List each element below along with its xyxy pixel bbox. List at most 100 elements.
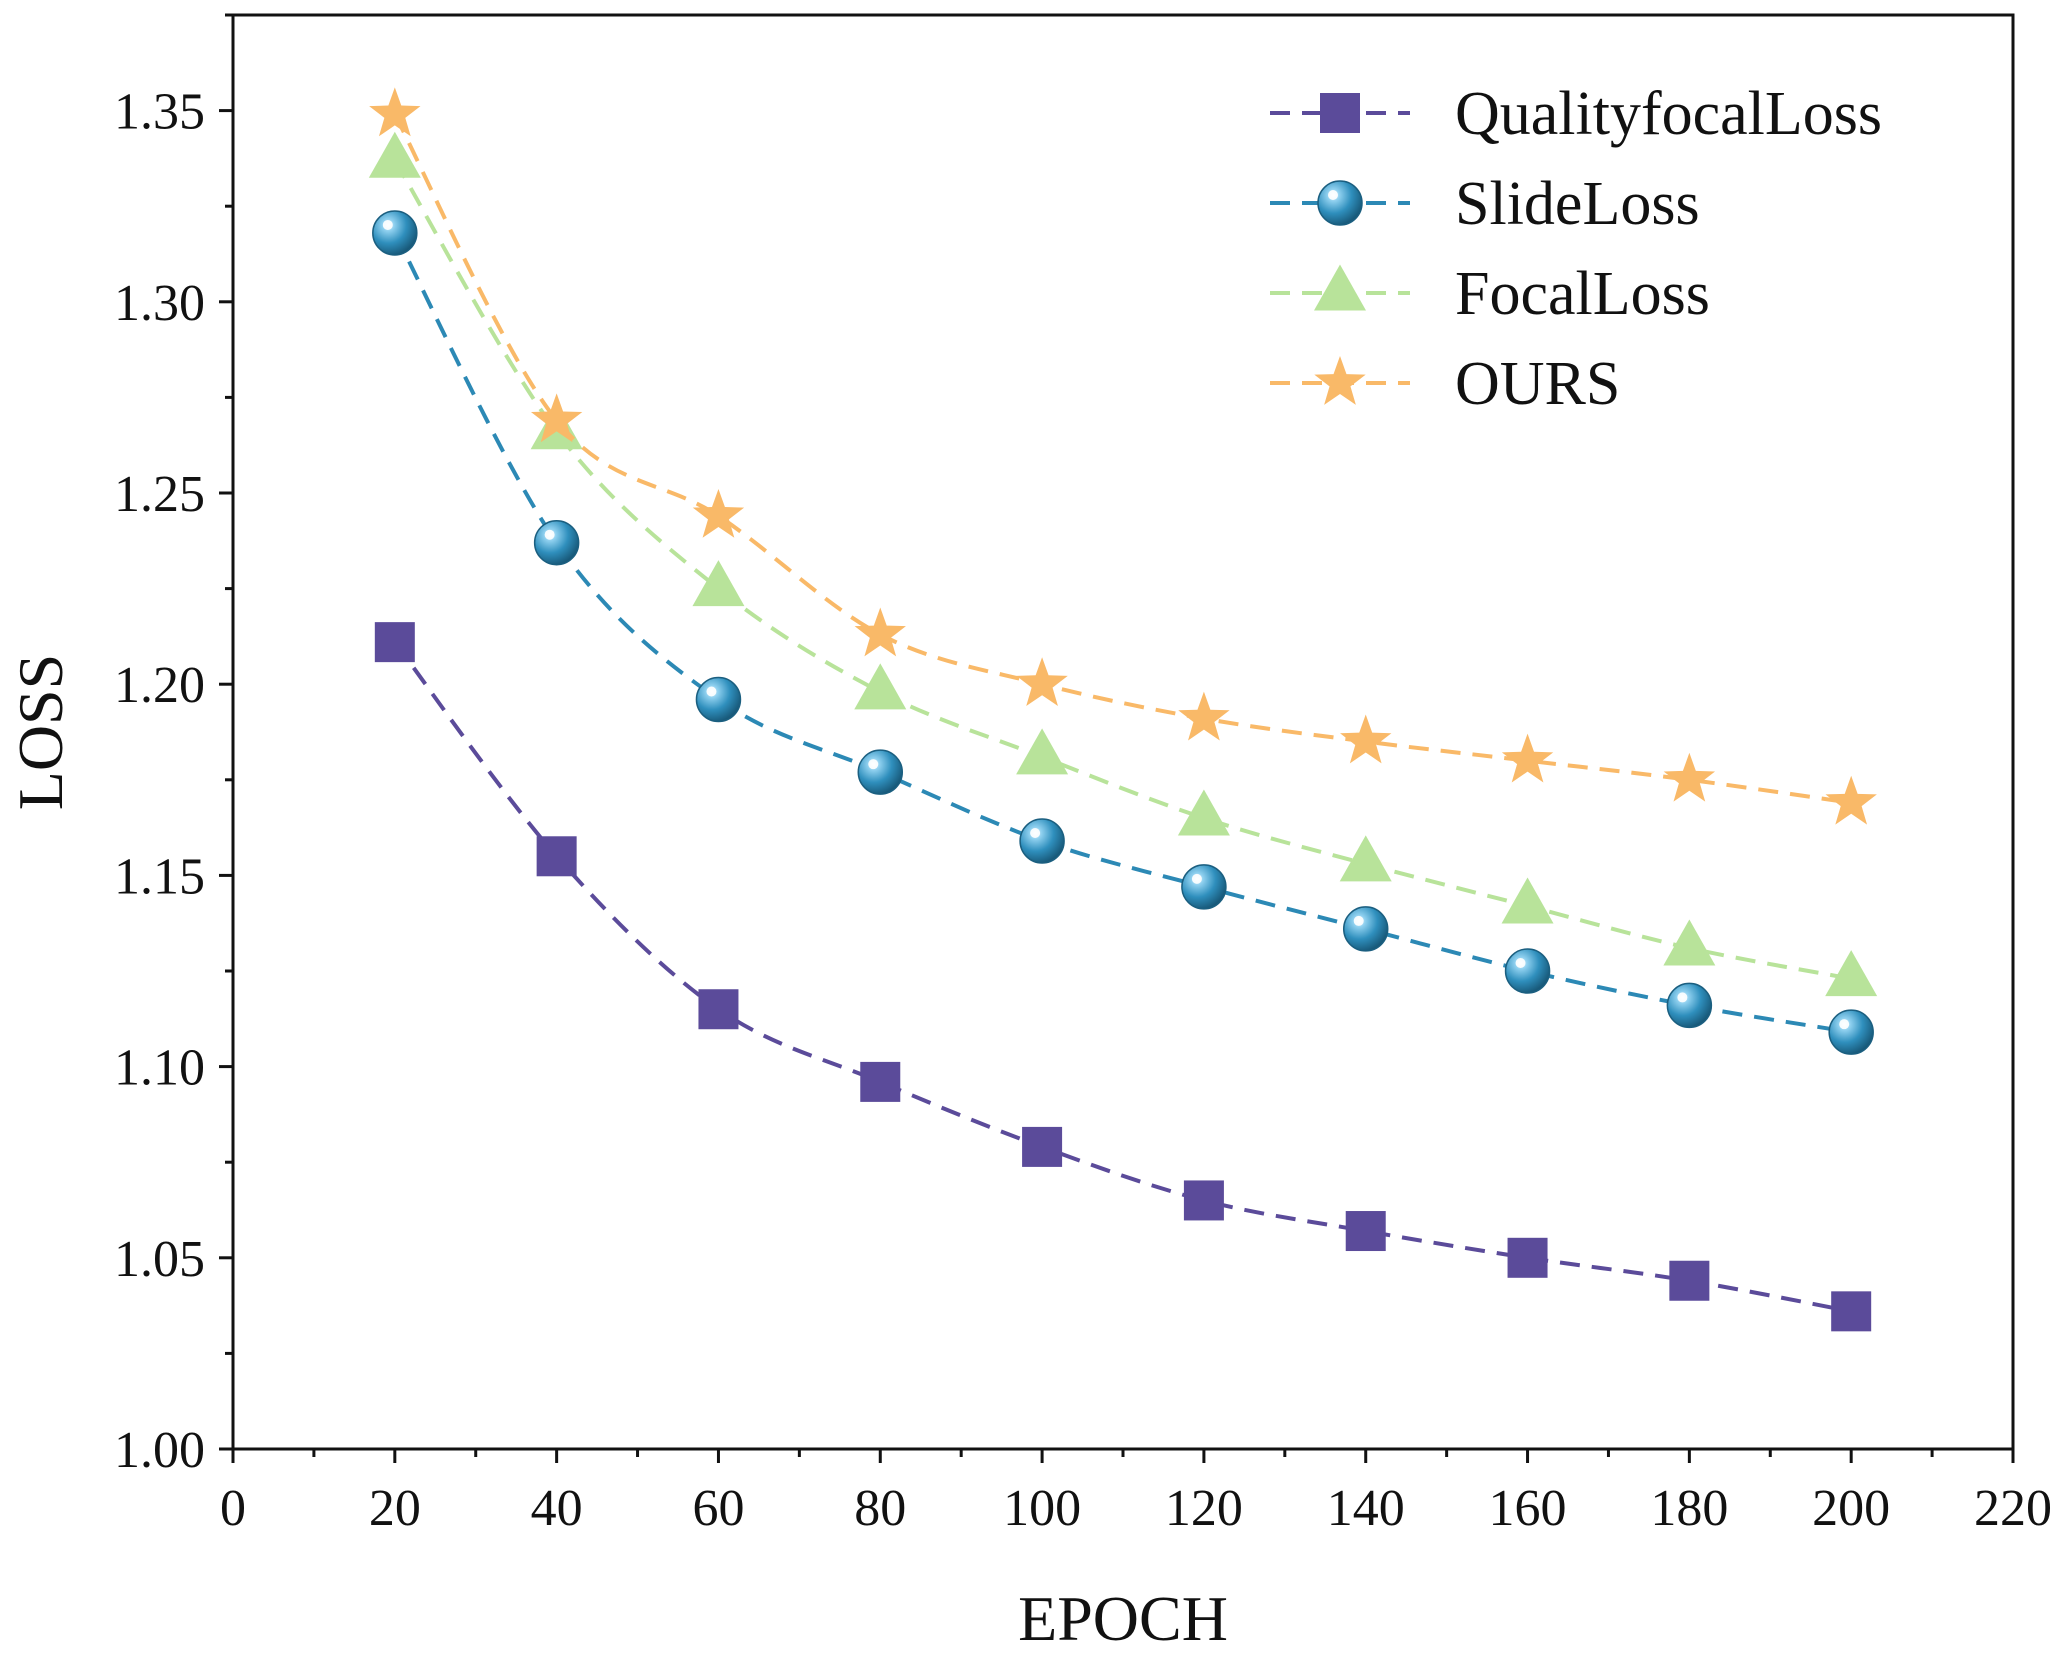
data-point-slideloss [695, 676, 742, 723]
data-point-ours [1501, 733, 1554, 783]
series-qualityfocalloss [374, 622, 1872, 1332]
legend-marker [1317, 180, 1363, 226]
data-point-ours [1663, 752, 1716, 802]
data-point-focalloss [1177, 789, 1230, 836]
y-tick-label: 1.00 [114, 1422, 205, 1479]
data-point-slideloss-highlight [706, 686, 717, 697]
legend-label: OURS [1455, 350, 1620, 418]
data-point-slideloss [533, 519, 580, 566]
data-point-slideloss [1019, 818, 1065, 864]
x-tick-label: 120 [1165, 1480, 1243, 1537]
data-point-qualityfocalloss [374, 622, 415, 663]
data-point-qualityfocalloss [1345, 1211, 1386, 1252]
data-point-focalloss [368, 131, 421, 178]
data-point-qualityfocalloss [1507, 1237, 1548, 1278]
data-point-slideloss-highlight [868, 759, 879, 770]
legend-marker [1314, 356, 1366, 405]
data-point-ours [692, 488, 745, 538]
data-point-qualityfocalloss [1831, 1291, 1872, 1332]
data-point-slideloss-highlight [1839, 1019, 1850, 1030]
x-tick-label: 140 [1327, 1480, 1405, 1537]
data-point-focalloss [1016, 728, 1069, 775]
x-tick-label: 40 [531, 1480, 583, 1537]
data-point-slideloss-body [1181, 864, 1227, 910]
legend-marker [1320, 93, 1360, 133]
data-point-slideloss-body [695, 676, 742, 723]
data-point-slideloss [1342, 906, 1389, 952]
x-tick-label: 60 [692, 1480, 744, 1537]
y-tick-label: 1.20 [114, 657, 205, 714]
x-tick-label: 220 [1974, 1480, 2052, 1537]
series-line-ours [393, 113, 1852, 805]
data-point-slideloss-body [1828, 1009, 1874, 1055]
x-tick-label: 160 [1489, 1480, 1567, 1537]
x-tick-label: 180 [1650, 1480, 1728, 1537]
y-tick-label: 1.10 [114, 1040, 205, 1097]
data-point-focalloss [1501, 877, 1554, 924]
x-tick-label: 80 [854, 1480, 906, 1537]
x-axis-label: EPOCH [1018, 1583, 1228, 1654]
y-tick-label: 1.25 [114, 466, 205, 523]
data-point-focalloss [1663, 919, 1716, 966]
data-point-slideloss [372, 210, 418, 256]
y-axis-label: LOSS [5, 654, 76, 811]
series-line-slideloss [393, 232, 1852, 1035]
data-point-focalloss [1825, 950, 1878, 997]
legend-marker-body [1317, 180, 1363, 226]
data-point-slideloss-highlight [544, 529, 555, 540]
data-point-slideloss-highlight [1515, 958, 1526, 968]
series-line-qualityfocalloss [393, 640, 1852, 1314]
legend-item-slideloss: SlideLoss [1270, 170, 1700, 238]
data-point-slideloss-body [1504, 948, 1551, 994]
x-tick-label: 200 [1812, 1480, 1890, 1537]
data-point-qualityfocalloss [698, 989, 739, 1030]
legend-marker [1314, 264, 1366, 311]
x-tick-label: 100 [1003, 1480, 1081, 1537]
legend-item-qualityfocalloss: QualityfocalLoss [1270, 80, 1882, 148]
legend-item-focalloss: FocalLoss [1270, 260, 1710, 328]
data-point-ours [369, 87, 421, 137]
y-tick-label: 1.15 [114, 848, 205, 905]
data-point-qualityfocalloss [1669, 1260, 1710, 1301]
data-point-qualityfocalloss [1022, 1126, 1063, 1167]
data-point-slideloss [1666, 982, 1713, 1029]
data-point-slideloss-body [372, 210, 418, 256]
legend-label: FocalLoss [1455, 260, 1710, 328]
data-point-slideloss-highlight [1191, 873, 1202, 884]
legend-item-ours: OURS [1270, 350, 1620, 418]
data-point-slideloss [1181, 864, 1227, 910]
data-point-focalloss [1339, 835, 1392, 882]
data-point-slideloss-body [1342, 906, 1389, 952]
legend: QualityfocalLoss SlideLoss FocalLoss OURS [1270, 80, 1882, 418]
data-point-slideloss-body [857, 749, 904, 795]
y-tick-label: 1.35 [114, 84, 205, 141]
series-ours [369, 87, 1877, 825]
data-point-slideloss-highlight [382, 219, 393, 230]
data-point-focalloss [854, 663, 907, 710]
data-point-slideloss-body [533, 519, 580, 566]
data-point-slideloss [1504, 948, 1551, 994]
data-point-ours [1825, 775, 1877, 825]
data-point-ours [1016, 657, 1068, 707]
x-tick-label: 20 [369, 1480, 421, 1537]
data-point-slideloss-body [1019, 818, 1065, 864]
data-point-qualityfocalloss [536, 836, 577, 877]
x-tick-label: 0 [220, 1480, 246, 1537]
data-point-ours [1340, 714, 1392, 764]
data-point-ours [530, 393, 583, 443]
data-point-slideloss [1828, 1009, 1874, 1055]
legend-marker-highlight [1328, 190, 1338, 200]
data-point-qualityfocalloss [860, 1061, 901, 1102]
y-tick-label: 1.05 [114, 1231, 205, 1288]
data-point-slideloss-highlight [1353, 915, 1364, 926]
data-point-slideloss-highlight [1030, 827, 1041, 838]
data-point-slideloss [857, 749, 904, 795]
data-point-slideloss-body [1666, 982, 1713, 1029]
legend-label: SlideLoss [1455, 170, 1700, 238]
data-point-focalloss [692, 560, 745, 607]
y-tick-label: 1.30 [114, 275, 205, 332]
data-point-qualityfocalloss [1183, 1180, 1224, 1221]
plot-frame [231, 13, 2015, 1451]
